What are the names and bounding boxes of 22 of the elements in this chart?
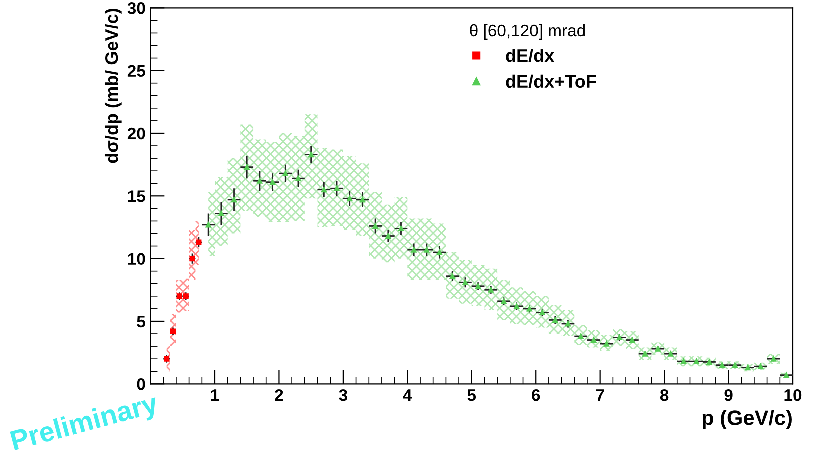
y-tick-label: 0 xyxy=(137,378,146,390)
x-tick-label: 1 xyxy=(211,390,220,402)
y-tick-label: 25 xyxy=(128,65,146,78)
x-tick-label: 7 xyxy=(596,390,604,402)
legend-title: θ [60,120] mrad xyxy=(470,24,586,40)
x-tick-label: 6 xyxy=(532,389,540,402)
x-tick-label: 3 xyxy=(339,389,348,402)
y-tick-label: 5 xyxy=(137,316,146,328)
x-axis-title: p (GeV/c) xyxy=(702,410,792,430)
y-axis-title: dσ/dp (mb/ GeV/c) xyxy=(104,9,122,164)
x-tick-label: 5 xyxy=(468,390,476,402)
x-tick-label: 8 xyxy=(660,389,669,402)
y-tick-label: 20 xyxy=(128,128,146,140)
y-tick-label: 15 xyxy=(128,190,146,202)
x-tick-label: 2 xyxy=(275,389,284,402)
x-tick-label: 10 xyxy=(784,389,802,402)
legend-label: dE/dx xyxy=(506,48,554,62)
y-tick-label: 30 xyxy=(128,2,146,14)
x-tick-label: 4 xyxy=(403,390,412,402)
legend-label: dE/dx+ToF xyxy=(506,74,596,88)
x-tick-label: 9 xyxy=(724,389,733,402)
y-tick-label: 10 xyxy=(128,253,146,266)
